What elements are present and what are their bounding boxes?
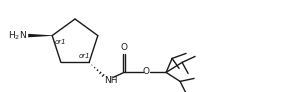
Text: H$_2$N: H$_2$N <box>8 29 27 42</box>
Text: or1: or1 <box>79 53 91 59</box>
Text: O: O <box>143 67 150 76</box>
Polygon shape <box>28 34 52 37</box>
Text: O: O <box>121 43 128 52</box>
Text: NH: NH <box>104 76 118 85</box>
Text: or1: or1 <box>54 39 66 45</box>
